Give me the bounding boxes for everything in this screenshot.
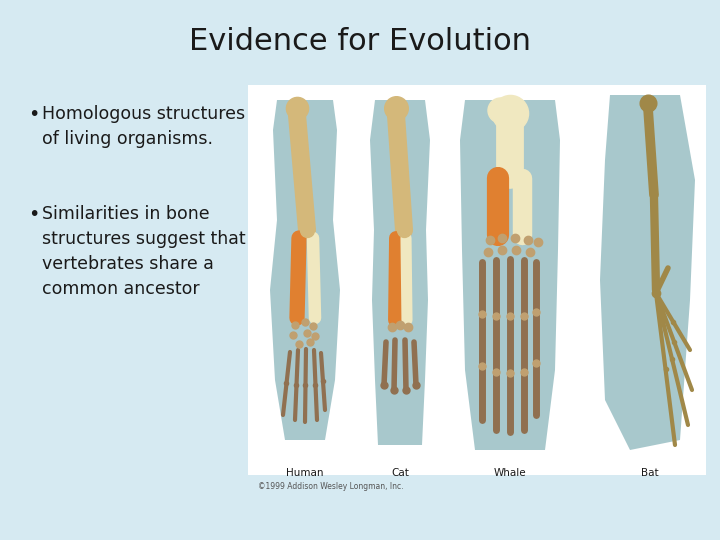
Text: Evidence for Evolution: Evidence for Evolution: [189, 28, 531, 57]
Text: Whale: Whale: [494, 468, 526, 478]
Text: •: •: [28, 205, 40, 224]
Text: •: •: [28, 105, 40, 124]
Text: ©1999 Addison Wesley Longman, Inc.: ©1999 Addison Wesley Longman, Inc.: [258, 482, 403, 491]
Polygon shape: [270, 100, 340, 440]
Text: Human: Human: [287, 468, 324, 478]
Polygon shape: [370, 100, 430, 445]
Text: Homologous structures
of living organisms.: Homologous structures of living organism…: [42, 105, 245, 148]
Text: Cat: Cat: [391, 468, 409, 478]
Polygon shape: [600, 95, 695, 450]
Text: Bat: Bat: [642, 468, 659, 478]
Text: Similarities in bone
structures suggest that
vertebrates share a
common ancestor: Similarities in bone structures suggest …: [42, 205, 246, 298]
Polygon shape: [460, 100, 560, 450]
FancyBboxPatch shape: [248, 85, 706, 475]
